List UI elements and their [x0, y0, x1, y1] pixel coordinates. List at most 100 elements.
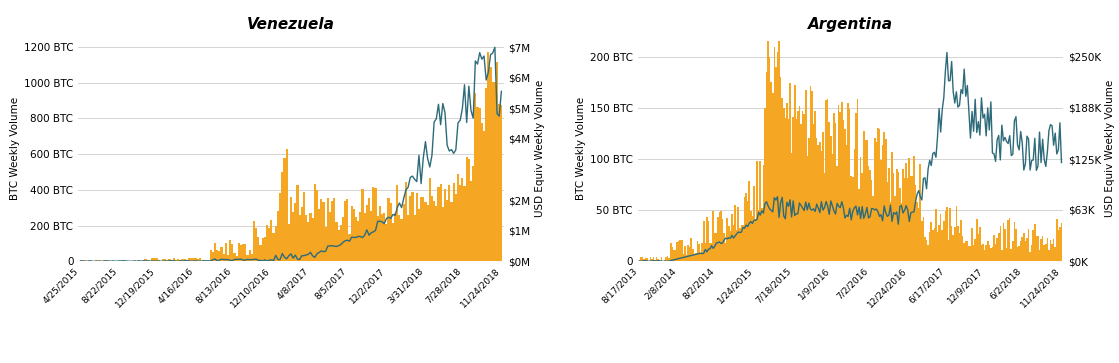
Bar	[433, 201, 435, 261]
Bar	[971, 228, 972, 261]
Bar	[487, 52, 489, 261]
Bar	[717, 217, 718, 261]
Bar	[366, 205, 368, 261]
Bar	[702, 243, 703, 261]
Bar	[493, 82, 496, 261]
Bar	[309, 213, 311, 261]
Bar	[262, 238, 264, 261]
Bar	[867, 166, 869, 261]
Bar	[928, 245, 929, 261]
Bar	[227, 255, 229, 261]
Y-axis label: BTC Weekly Volume: BTC Weekly Volume	[575, 97, 585, 200]
Bar	[1056, 219, 1057, 261]
Bar	[836, 166, 838, 261]
Bar	[377, 216, 379, 261]
Bar	[858, 189, 859, 261]
Bar	[660, 257, 662, 261]
Bar	[949, 208, 951, 261]
Bar	[852, 178, 854, 261]
Bar	[184, 259, 186, 261]
Bar	[98, 260, 101, 261]
Bar	[498, 104, 500, 261]
Bar	[881, 160, 882, 261]
Bar	[234, 253, 236, 261]
Bar	[986, 245, 987, 261]
Y-axis label: USD Equiv Weekly Volume: USD Equiv Weekly Volume	[535, 80, 545, 217]
Bar	[739, 228, 741, 261]
Bar	[175, 260, 177, 261]
Bar	[805, 90, 807, 261]
Bar	[316, 189, 318, 261]
Bar	[1019, 241, 1022, 261]
Bar	[681, 240, 683, 261]
Bar	[931, 222, 932, 261]
Bar	[424, 202, 426, 261]
Bar	[158, 260, 160, 261]
Bar	[271, 220, 273, 261]
Bar	[715, 233, 717, 261]
Bar	[389, 203, 392, 261]
Bar	[172, 258, 175, 261]
Bar	[800, 124, 802, 261]
Bar	[888, 168, 890, 261]
Bar	[383, 213, 385, 261]
Bar	[937, 232, 939, 261]
Bar	[871, 180, 873, 261]
Bar	[686, 255, 687, 261]
Bar	[891, 152, 893, 261]
Bar	[707, 221, 709, 261]
Bar	[869, 170, 871, 261]
Bar	[364, 213, 366, 261]
Bar	[778, 41, 780, 261]
Bar	[924, 237, 925, 261]
Bar	[477, 107, 479, 261]
Bar	[308, 222, 309, 261]
Bar	[1043, 245, 1045, 261]
Bar	[679, 240, 681, 261]
Bar	[963, 243, 965, 261]
Bar	[273, 233, 274, 261]
Bar	[905, 163, 906, 261]
Bar	[777, 52, 778, 261]
Bar	[640, 257, 642, 261]
Bar	[752, 216, 753, 261]
Bar	[812, 124, 815, 261]
Bar	[675, 249, 676, 261]
Bar	[133, 260, 135, 261]
Bar	[667, 257, 668, 261]
Bar	[1029, 252, 1031, 261]
Bar	[718, 212, 721, 261]
Bar	[1018, 246, 1019, 261]
Bar	[970, 246, 971, 261]
Bar	[760, 160, 761, 261]
Bar	[737, 207, 739, 261]
Bar	[967, 241, 968, 261]
Bar	[251, 254, 253, 261]
Bar	[690, 238, 692, 261]
Bar	[95, 260, 96, 261]
Bar	[1022, 237, 1023, 261]
Bar	[754, 219, 756, 261]
Bar	[746, 201, 749, 261]
Bar	[199, 258, 201, 261]
Bar	[651, 259, 652, 261]
Bar	[333, 198, 336, 261]
Bar	[359, 212, 361, 261]
Bar	[761, 208, 762, 261]
Bar	[780, 77, 781, 261]
Bar	[253, 221, 255, 261]
Bar	[420, 197, 422, 261]
Bar	[940, 214, 941, 261]
Bar	[781, 98, 783, 261]
Bar	[650, 257, 651, 261]
Bar	[753, 186, 754, 261]
Bar	[807, 156, 808, 261]
Bar	[463, 186, 466, 261]
Bar	[773, 46, 775, 261]
Bar	[658, 260, 659, 261]
Bar	[338, 230, 340, 261]
Bar	[655, 260, 656, 261]
Bar	[742, 225, 744, 261]
Bar	[274, 226, 276, 261]
Bar	[762, 165, 764, 261]
